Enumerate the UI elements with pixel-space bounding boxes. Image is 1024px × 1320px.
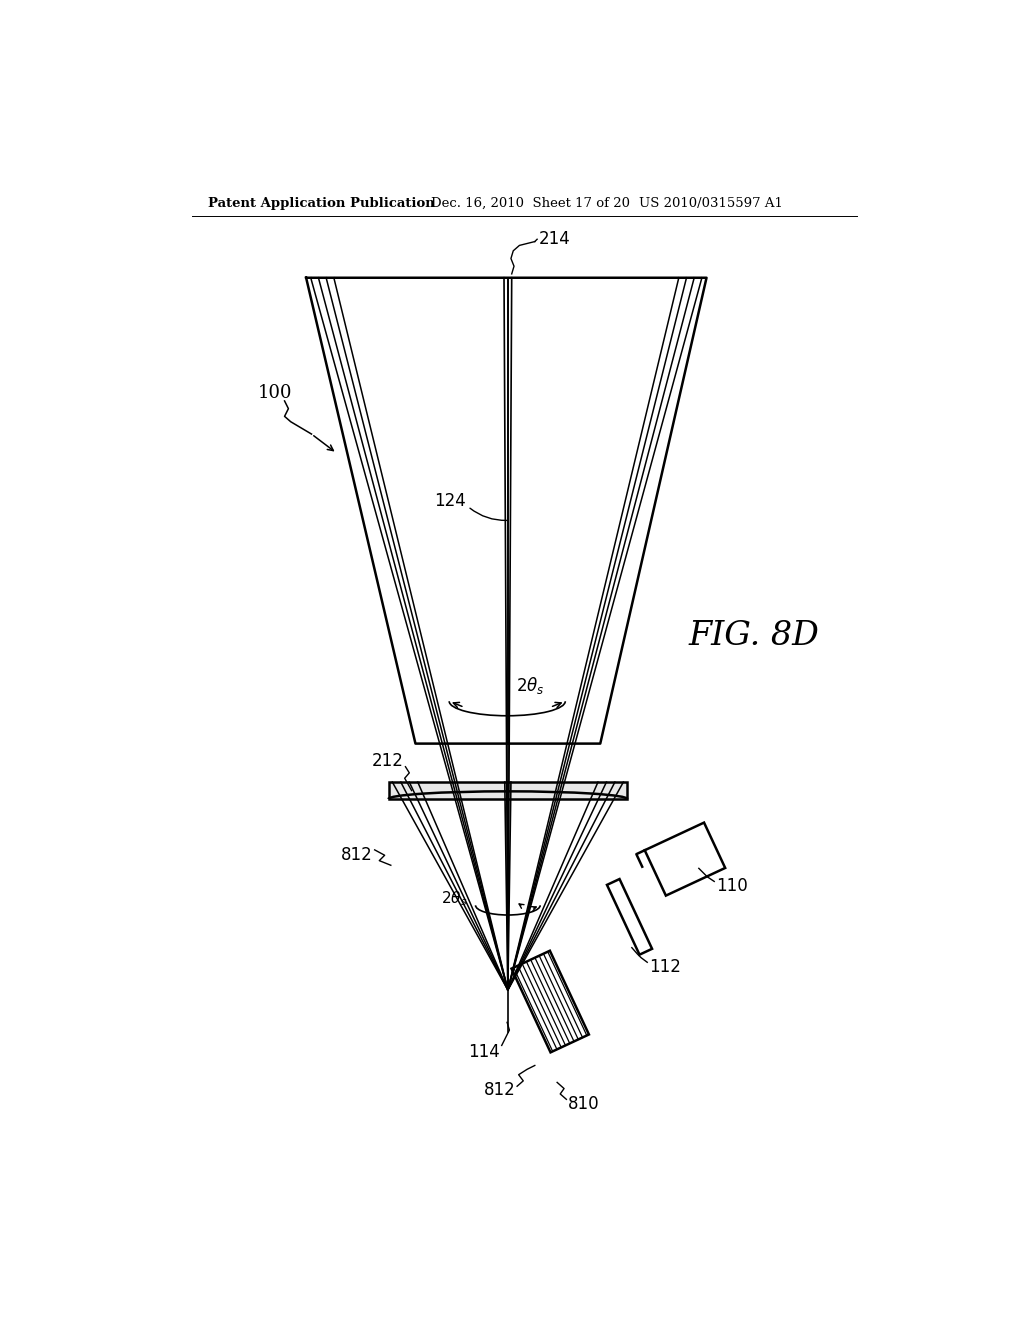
Text: 110: 110 bbox=[716, 876, 748, 895]
Text: 124: 124 bbox=[434, 492, 466, 510]
Text: Patent Application Publication: Patent Application Publication bbox=[208, 197, 434, 210]
Text: 212: 212 bbox=[372, 751, 403, 770]
Text: 812: 812 bbox=[483, 1081, 515, 1100]
Text: 812: 812 bbox=[341, 846, 373, 865]
Text: 214: 214 bbox=[539, 230, 570, 248]
Text: US 2010/0315597 A1: US 2010/0315597 A1 bbox=[639, 197, 782, 210]
Polygon shape bbox=[512, 950, 589, 1052]
Text: 112: 112 bbox=[649, 958, 681, 975]
Text: 100: 100 bbox=[258, 384, 292, 403]
Text: Dec. 16, 2010  Sheet 17 of 20: Dec. 16, 2010 Sheet 17 of 20 bbox=[431, 197, 630, 210]
Text: FIG. 8D: FIG. 8D bbox=[689, 620, 819, 652]
Bar bbox=[388, 781, 628, 799]
Text: $2\theta_s$: $2\theta_s$ bbox=[441, 890, 468, 908]
Text: 114: 114 bbox=[468, 1043, 500, 1060]
Text: 810: 810 bbox=[568, 1096, 599, 1113]
Polygon shape bbox=[645, 822, 725, 895]
Text: $2\theta_s$: $2\theta_s$ bbox=[516, 676, 545, 697]
Polygon shape bbox=[607, 879, 652, 954]
